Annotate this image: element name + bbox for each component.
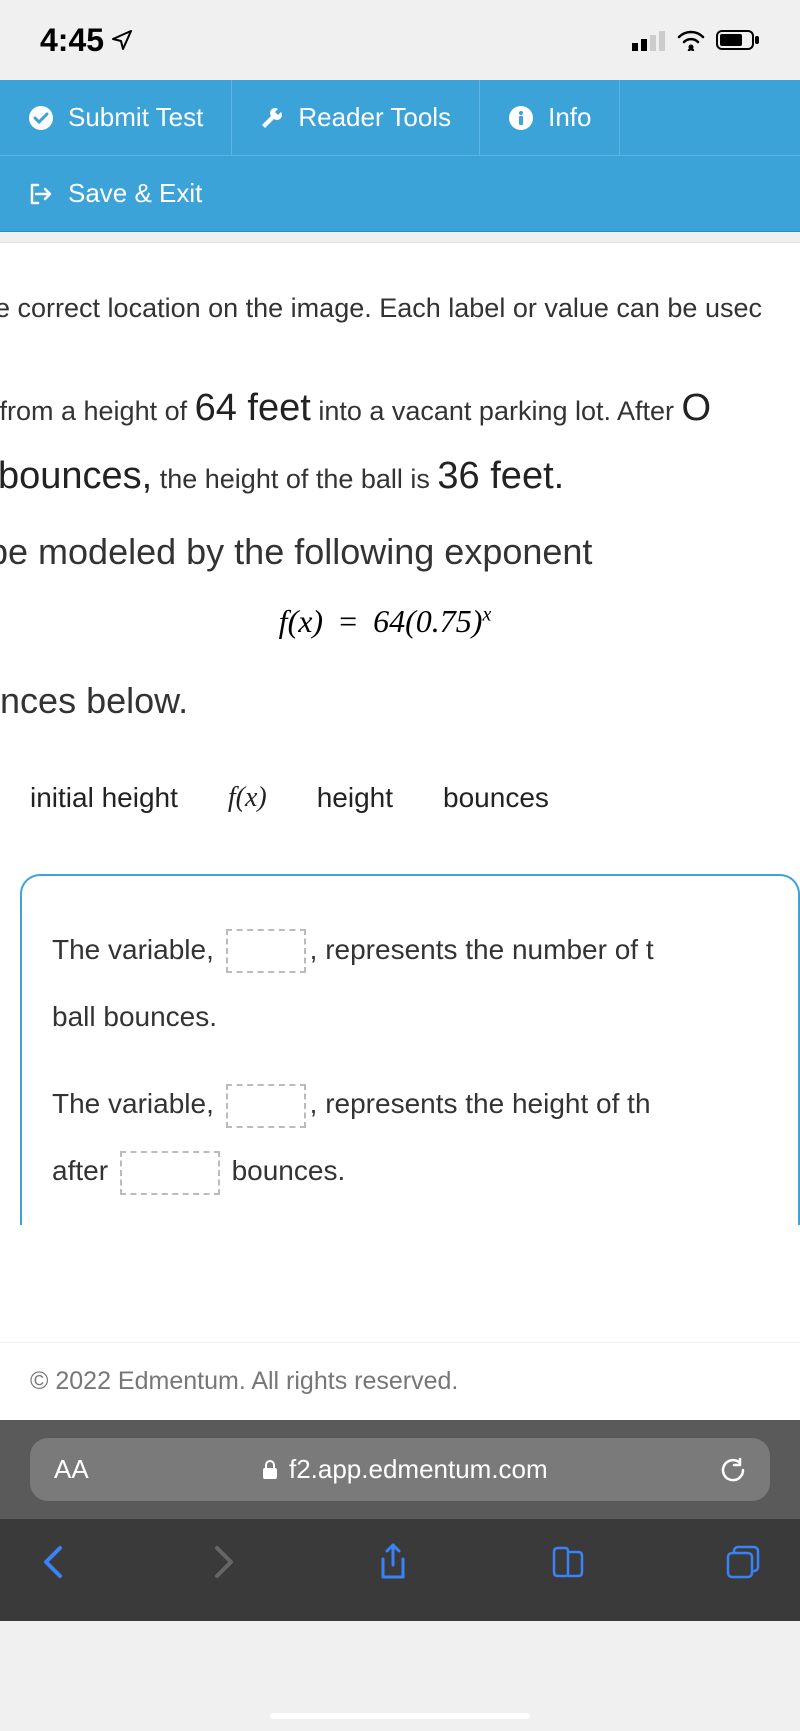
submit-test-button[interactable]: Submit Test bbox=[0, 80, 232, 155]
instruction-text: he correct location on the image. Each l… bbox=[0, 293, 800, 374]
browser-bottom-nav bbox=[0, 1519, 800, 1621]
home-indicator[interactable] bbox=[270, 1713, 530, 1719]
sentence-1: The variable, , represents the number of… bbox=[52, 916, 778, 983]
label-height[interactable]: height bbox=[317, 782, 393, 814]
s1a: The variable, bbox=[52, 934, 222, 965]
status-bar: 4:45 bbox=[0, 0, 800, 80]
battery-icon bbox=[716, 29, 760, 51]
reader-label: Reader Tools bbox=[298, 102, 451, 133]
info-icon bbox=[508, 105, 534, 131]
labels-row: initial height f(x) height bounces bbox=[0, 762, 800, 854]
time-text: 4:45 bbox=[40, 22, 104, 59]
p2big2: 36 feet. bbox=[437, 455, 564, 497]
wrench-icon bbox=[260, 106, 284, 130]
s4b: bounces. bbox=[224, 1155, 345, 1186]
p1big2: O bbox=[682, 387, 712, 429]
formula-eq: = bbox=[339, 603, 357, 639]
blank-2[interactable] bbox=[226, 1084, 306, 1128]
exit-icon bbox=[28, 181, 54, 207]
text-size-button[interactable]: AA bbox=[54, 1454, 89, 1485]
submit-label: Submit Test bbox=[68, 102, 203, 133]
browser-bar: AA f2.app.edmentum.com bbox=[0, 1420, 800, 1519]
url: f2.app.edmentum.com bbox=[289, 1454, 548, 1485]
check-circle-icon bbox=[28, 105, 54, 131]
formula: f(x) = 64(0.75)x bbox=[0, 583, 800, 670]
formula-exp: x bbox=[482, 603, 491, 625]
s1b: , represents the number of t bbox=[310, 934, 654, 965]
share-icon[interactable] bbox=[377, 1543, 409, 1581]
url-pill[interactable]: AA f2.app.edmentum.com bbox=[30, 1438, 770, 1501]
status-icons bbox=[632, 29, 760, 51]
save-label: Save & Exit bbox=[68, 178, 202, 209]
bookmarks-icon[interactable] bbox=[550, 1546, 586, 1578]
below-text: tences below. bbox=[0, 670, 800, 762]
content-area: he correct location on the image. Each l… bbox=[0, 242, 800, 1342]
back-icon[interactable] bbox=[40, 1544, 68, 1580]
s3b: , represents the height of th bbox=[310, 1088, 651, 1119]
info-button[interactable]: Info bbox=[480, 80, 620, 155]
forward-icon bbox=[209, 1544, 237, 1580]
sentence-3: The variable, , represents the height of… bbox=[52, 1070, 778, 1137]
lock-icon bbox=[261, 1460, 279, 1480]
signal-icon bbox=[632, 29, 666, 51]
copyright: © 2022 Edmentum. All rights reserved. bbox=[0, 1342, 800, 1420]
reload-icon[interactable] bbox=[720, 1457, 746, 1483]
blank-3[interactable] bbox=[120, 1151, 220, 1195]
sentence-4: after bounces. bbox=[52, 1137, 778, 1204]
formula-base: 64(0.75) bbox=[373, 603, 482, 639]
p2big1: bounces, bbox=[0, 455, 152, 497]
label-bounces[interactable]: bounces bbox=[443, 782, 549, 814]
reader-tools-button[interactable]: Reader Tools bbox=[232, 80, 480, 155]
model-text: be modeled by the following exponent bbox=[0, 511, 800, 583]
problem-line1: ll from a height of 64 feet into a vacan… bbox=[0, 374, 800, 442]
sentence-2: ball bounces. bbox=[52, 983, 778, 1050]
p1big1: 64 feet bbox=[195, 387, 311, 429]
answer-box: The variable, , represents the number of… bbox=[20, 874, 800, 1225]
label-initial[interactable]: initial height bbox=[30, 782, 178, 814]
s4a: after bbox=[52, 1155, 116, 1186]
formula-fx: f(x) bbox=[279, 603, 323, 639]
p1b: into a vacant parking lot. After bbox=[311, 396, 682, 426]
label-fx[interactable]: f(x) bbox=[228, 782, 267, 814]
nav-bar: Submit Test Reader Tools Info Save & Exi… bbox=[0, 80, 800, 232]
tabs-icon[interactable] bbox=[726, 1545, 760, 1579]
save-exit-button[interactable]: Save & Exit bbox=[0, 156, 230, 231]
info-label: Info bbox=[548, 102, 591, 133]
blank-1[interactable] bbox=[226, 929, 306, 973]
url-text: f2.app.edmentum.com bbox=[261, 1454, 548, 1485]
problem-line2: bounces, the height of the ball is 36 fe… bbox=[0, 442, 800, 510]
p2a: the height of the ball is bbox=[152, 464, 437, 494]
status-time: 4:45 bbox=[40, 22, 134, 59]
s3a: The variable, bbox=[52, 1088, 222, 1119]
location-icon bbox=[110, 28, 134, 52]
wifi-icon bbox=[676, 29, 706, 51]
p1a: ll from a height of bbox=[0, 396, 195, 426]
